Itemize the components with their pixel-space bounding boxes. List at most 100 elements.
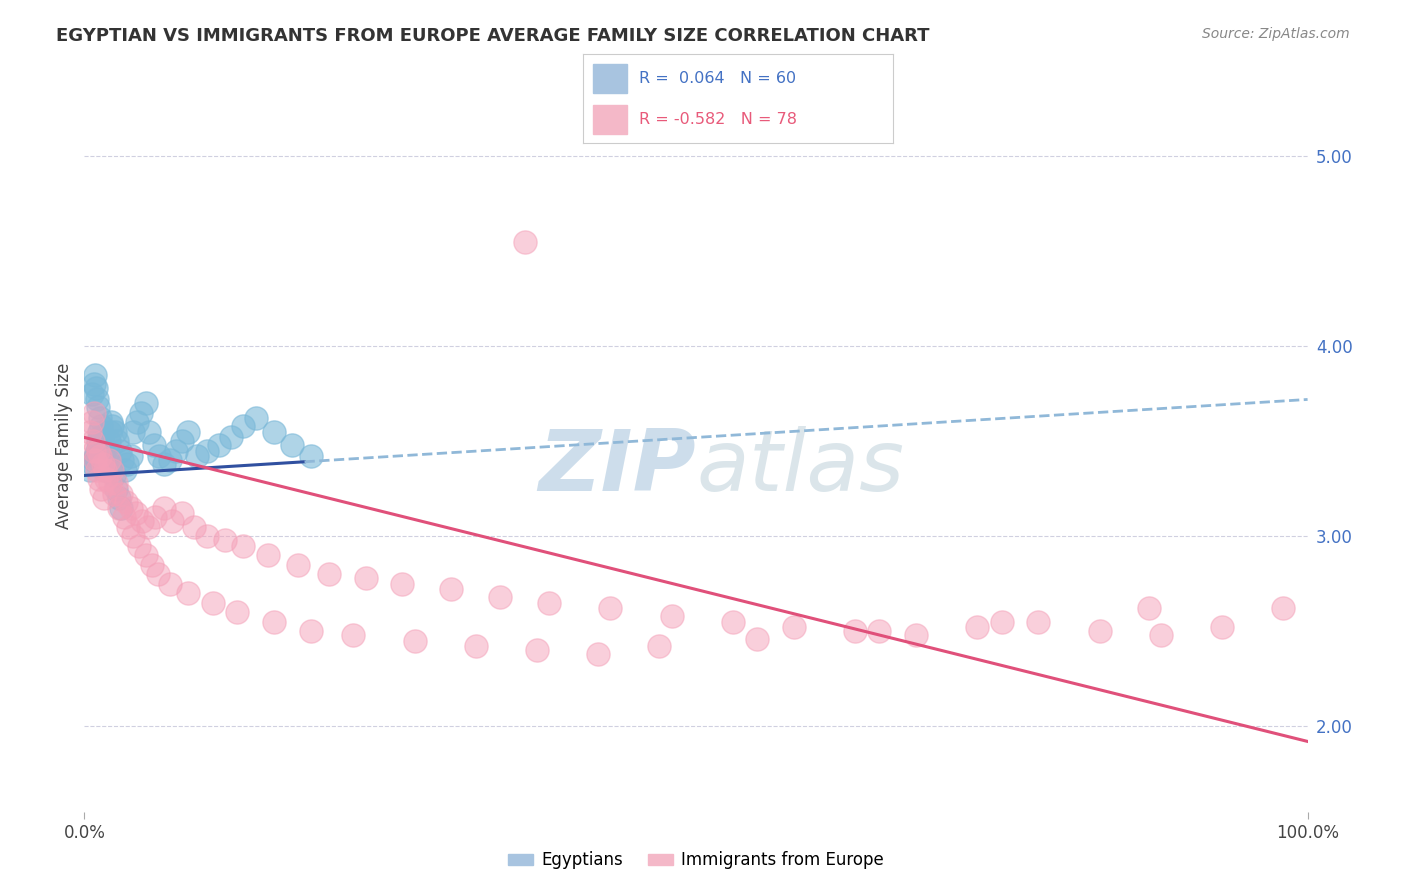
- Point: [96, 472, 118, 486]
- Point: [89, 450, 111, 464]
- Point: [87, 472, 110, 486]
- Point: [138, 425, 160, 439]
- Point: [93, 491, 115, 506]
- Point: [90, 419, 112, 434]
- Point: [172, 434, 194, 449]
- Point: [783, 620, 806, 634]
- Point: [115, 495, 138, 509]
- Point: [105, 482, 128, 496]
- Point: [79, 425, 101, 439]
- Point: [101, 463, 124, 477]
- Point: [208, 438, 231, 452]
- Point: [1272, 601, 1295, 615]
- Point: [135, 548, 157, 562]
- Point: [299, 624, 322, 639]
- Point: [342, 628, 364, 642]
- Point: [122, 425, 145, 439]
- Bar: [593, 105, 627, 134]
- Point: [87, 434, 110, 449]
- Text: atlas: atlas: [696, 426, 904, 509]
- Point: [214, 533, 236, 547]
- Point: [125, 507, 148, 521]
- Point: [159, 453, 181, 467]
- Text: R = -0.582   N = 78: R = -0.582 N = 78: [640, 112, 797, 127]
- Point: [165, 443, 187, 458]
- Y-axis label: Average Family Size: Average Family Size: [55, 363, 73, 529]
- Point: [844, 624, 866, 639]
- Point: [98, 425, 121, 439]
- Point: [153, 457, 176, 471]
- Point: [87, 425, 110, 439]
- Point: [146, 567, 169, 582]
- Point: [1088, 624, 1111, 639]
- Point: [97, 453, 120, 467]
- Point: [117, 520, 139, 534]
- Point: [90, 482, 112, 496]
- Point: [107, 491, 129, 506]
- Point: [991, 615, 1014, 629]
- Point: [747, 632, 769, 646]
- Point: [354, 571, 377, 585]
- Point: [201, 596, 224, 610]
- Point: [86, 443, 108, 458]
- Point: [159, 576, 181, 591]
- Point: [966, 620, 988, 634]
- Point: [538, 596, 561, 610]
- Point: [526, 643, 548, 657]
- Point: [172, 507, 194, 521]
- Point: [98, 476, 121, 491]
- Point: [440, 582, 463, 597]
- Point: [125, 415, 148, 429]
- Point: [87, 400, 110, 414]
- Point: [91, 438, 114, 452]
- Point: [1028, 615, 1050, 629]
- Point: [263, 615, 285, 629]
- Point: [110, 487, 132, 501]
- Point: [162, 514, 184, 528]
- Point: [84, 453, 107, 467]
- Point: [114, 463, 136, 477]
- Point: [648, 640, 671, 654]
- Point: [103, 468, 125, 483]
- Point: [91, 450, 114, 464]
- Point: [318, 567, 340, 582]
- Point: [586, 647, 609, 661]
- Point: [86, 463, 108, 477]
- Point: [391, 576, 413, 591]
- Point: [219, 430, 242, 444]
- Point: [245, 411, 267, 425]
- Point: [112, 510, 135, 524]
- Point: [143, 438, 166, 452]
- Point: [97, 443, 120, 458]
- Point: [80, 415, 103, 429]
- Text: ZIP: ZIP: [538, 426, 696, 509]
- Point: [186, 450, 208, 464]
- Point: [263, 425, 285, 439]
- Point: [177, 425, 200, 439]
- Point: [93, 457, 115, 471]
- Point: [82, 434, 104, 449]
- Point: [131, 514, 153, 528]
- Point: [107, 500, 129, 515]
- Point: [905, 628, 928, 642]
- Point: [79, 463, 101, 477]
- Point: [153, 500, 176, 515]
- Text: Source: ZipAtlas.com: Source: ZipAtlas.com: [1202, 27, 1350, 41]
- Text: R =  0.064   N = 60: R = 0.064 N = 60: [640, 71, 796, 86]
- Point: [111, 453, 134, 467]
- Legend: Egyptians, Immigrants from Europe: Egyptians, Immigrants from Europe: [508, 851, 884, 869]
- Point: [141, 558, 163, 572]
- Point: [464, 640, 486, 654]
- Point: [232, 539, 254, 553]
- Point: [104, 425, 127, 439]
- Point: [96, 453, 118, 467]
- Point: [232, 419, 254, 434]
- Point: [281, 438, 304, 452]
- Point: [513, 235, 536, 249]
- Point: [1211, 620, 1233, 634]
- Point: [89, 411, 111, 425]
- Point: [195, 529, 218, 543]
- Point: [97, 434, 120, 449]
- Point: [110, 500, 132, 515]
- Point: [83, 453, 105, 467]
